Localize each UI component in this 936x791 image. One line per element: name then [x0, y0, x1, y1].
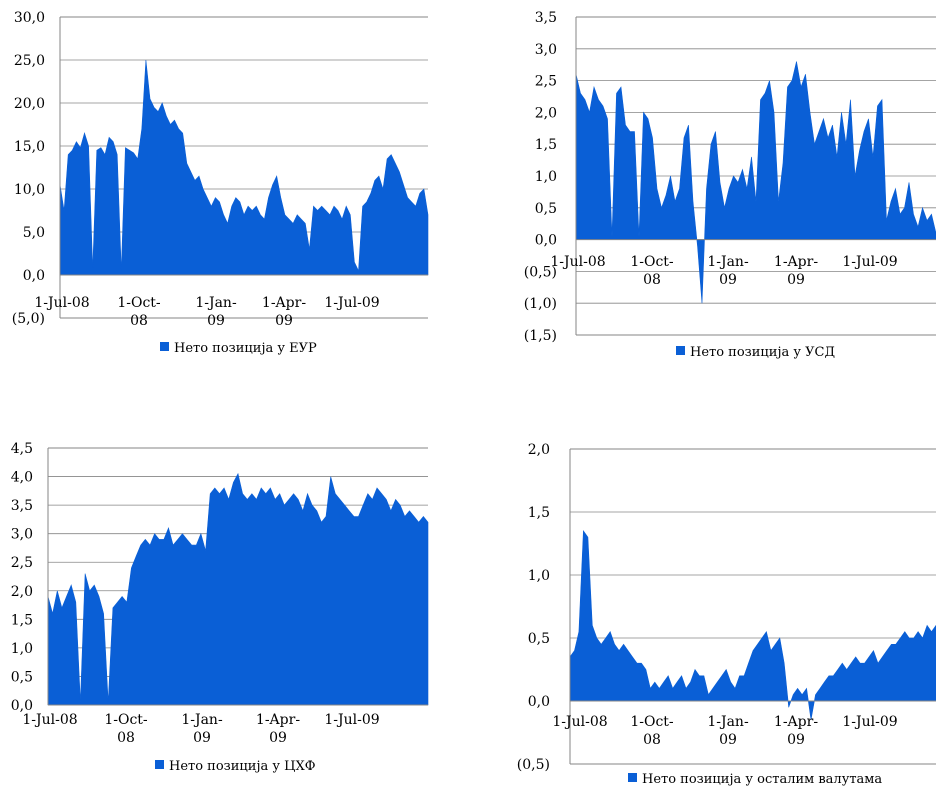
area-series	[47, 472, 429, 706]
x-tick-label: 1-Jul-09	[324, 712, 379, 728]
chart-panel-3: 4,5 4,0 3,5 3,0 2,5 2,0 1,5 1,0 0,5 0,01-Jul-08 1-…	[11, 441, 429, 774]
chart-panel-2: 3,5 3,0 2,5 2,0 1,5 1,0 0,5 0,0 (0,5) (1,0) (1,5) 1…	[524, 10, 936, 360]
legend-swatch	[676, 346, 685, 355]
area-series	[59, 59, 429, 276]
y-tick-label: 20,0	[14, 96, 45, 112]
y-tick-label: (0,5)	[524, 264, 557, 280]
y-tick-label: 1,5	[11, 612, 33, 628]
y-tick-label: 1,0	[528, 568, 550, 584]
y-tick-label: 0,5	[528, 631, 550, 647]
y-tick-label: 3,5	[535, 10, 557, 26]
x-tick-label: 09	[275, 313, 293, 329]
y-tick-label: 0,0	[11, 698, 33, 714]
x-tick-label: 08	[117, 730, 135, 746]
x-tick-label: 1-Jul-08	[34, 295, 89, 311]
x-tick-label: 1-Jul-08	[552, 714, 607, 730]
x-tick-label: 1-Jul-08	[22, 712, 77, 728]
y-tick-label: 1,5	[528, 505, 550, 521]
legend-label: Нето позиција у осталим валутама	[642, 772, 882, 787]
x-tick-label: 1-Jul-09	[842, 714, 897, 730]
y-tick-label: 3,5	[11, 498, 33, 514]
x-tick-label: 1-Oct-	[630, 254, 674, 270]
y-tick-label: 4,0	[11, 470, 33, 486]
legend-swatch	[155, 760, 164, 769]
y-tick-label: 10,0	[14, 182, 45, 198]
y-tick-label: 5,0	[23, 225, 45, 241]
y-tick-label: 2,0	[535, 105, 557, 121]
y-tick-label: 2,5	[535, 74, 557, 90]
x-tick-label: 08	[130, 313, 148, 329]
legend-label: Нето позиција у ЦХФ	[169, 759, 316, 774]
legend-label: Нето позиција у ЕУР	[174, 341, 317, 356]
y-tick-label: 0,5	[535, 201, 557, 217]
y-tick-label: 15,0	[14, 139, 45, 155]
chart-panel-1: 30,0 25,0 20,0 15,0 10,0 5,0 0,0 (5,0)1-Jul-08 1…	[12, 10, 429, 356]
area-series	[575, 61, 936, 304]
x-tick-label: 09	[193, 730, 211, 746]
x-tick-label: 1-Jul-08	[550, 254, 605, 270]
x-tick-label: 09	[719, 272, 737, 288]
x-tick-label: 1-Jan-	[181, 712, 223, 728]
y-tick-label: 2,0	[11, 584, 33, 600]
y-tick-label: 4,5	[11, 441, 33, 457]
y-tick-label: 2,5	[11, 555, 33, 571]
x-tick-label: 1-Apr-	[774, 254, 818, 270]
x-tick-label: 1-Jul-09	[324, 295, 379, 311]
y-tick-label: (5,0)	[12, 311, 45, 327]
y-tick-label: 1,0	[11, 641, 33, 657]
x-tick-label: 09	[719, 732, 737, 748]
x-tick-label: 1-Oct-	[117, 295, 161, 311]
chart-panel-4: 2,0 1,5 1,0 0,5 0,0 (0,5) 1-Jul-08 1-Oct- 08 1-Ja…	[517, 442, 936, 787]
y-tick-label: 3,0	[535, 42, 557, 58]
y-tick-label: 1,5	[535, 137, 557, 153]
x-tick-label: 1-Jul-09	[842, 254, 897, 270]
x-tick-label: 08	[643, 272, 661, 288]
legend-swatch	[160, 342, 169, 351]
legend-label: Нето позиција у УСД	[690, 345, 835, 360]
x-tick-label: 09	[269, 730, 287, 746]
legend-swatch	[628, 773, 637, 782]
y-tick-label: 0,5	[11, 669, 33, 685]
y-tick-label: 3,0	[11, 527, 33, 543]
x-tick-label: 08	[643, 732, 661, 748]
x-tick-label: 1-Jan-	[195, 295, 237, 311]
y-tick-label: (1,0)	[524, 296, 557, 312]
y-tick-label: (0,5)	[517, 757, 550, 773]
x-tick-label: 1-Oct-	[630, 714, 674, 730]
x-tick-label: 1-Jan-	[707, 254, 749, 270]
x-tick-label: 1-Apr-	[774, 714, 818, 730]
y-tick-label: 30,0	[14, 10, 45, 26]
x-tick-label: 1-Apr-	[256, 712, 300, 728]
y-tick-label: 0,0	[23, 268, 45, 284]
y-tick-label: 1,0	[535, 169, 557, 185]
x-tick-label: 1-Jan-	[707, 714, 749, 730]
x-tick-label: 09	[787, 272, 805, 288]
x-tick-label: 09	[787, 732, 805, 748]
x-tick-label: 1-Apr-	[262, 295, 306, 311]
x-tick-label: 09	[207, 313, 225, 329]
y-tick-label: 0,0	[528, 694, 550, 710]
y-tick-label: 0,0	[535, 233, 557, 249]
y-tick-label: 2,0	[528, 442, 550, 458]
y-tick-label: (1,5)	[524, 328, 557, 344]
x-tick-label: 1-Oct-	[104, 712, 148, 728]
y-tick-label: 25,0	[14, 53, 45, 69]
area-series	[569, 530, 936, 720]
